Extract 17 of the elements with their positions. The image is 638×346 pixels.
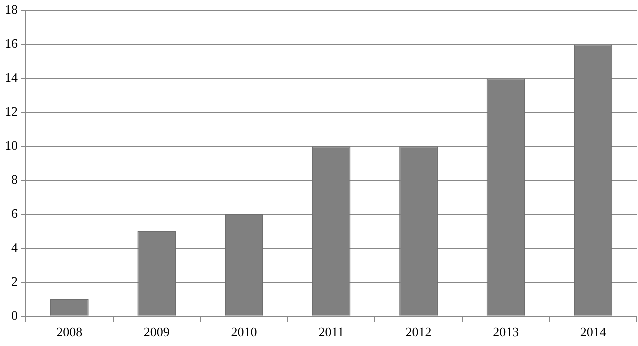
x-tick-label: 2014 xyxy=(580,324,607,340)
y-tick-label: 0 xyxy=(12,308,18,323)
y-tick-label: 12 xyxy=(5,104,18,120)
y-tick-label: 6 xyxy=(12,206,18,221)
y-tick-label: 16 xyxy=(5,36,18,52)
x-tick-label: 2008 xyxy=(56,324,83,340)
y-tick-label: 18 xyxy=(5,2,18,18)
x-tick-label: 2012 xyxy=(406,324,432,340)
x-tick-label: 2009 xyxy=(144,324,170,340)
y-tick-label: 14 xyxy=(5,70,18,86)
x-tick-label: 2013 xyxy=(493,324,520,340)
y-tick-label: 8 xyxy=(12,172,18,187)
x-tick-label: 2011 xyxy=(318,324,344,340)
y-tick-label: 2 xyxy=(12,274,18,289)
y-tick-label: 4 xyxy=(12,240,18,255)
y-tick-label: 10 xyxy=(5,138,18,154)
x-tick-label: 2010 xyxy=(231,324,258,340)
